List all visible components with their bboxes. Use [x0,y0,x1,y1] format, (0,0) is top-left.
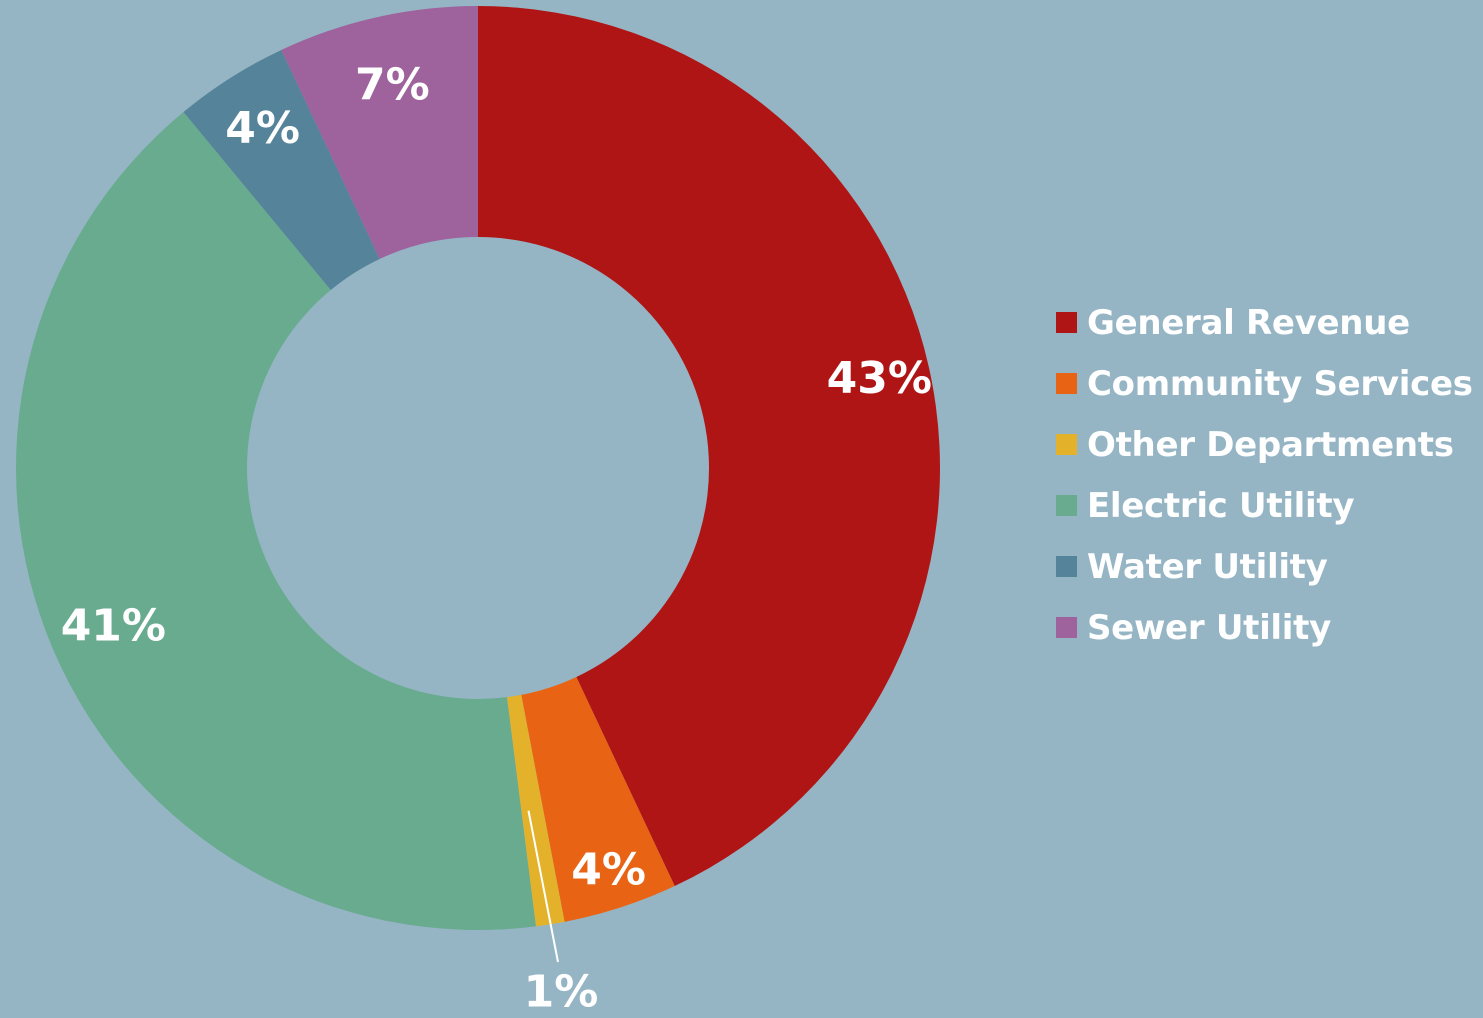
legend-item-community-services: Community Services [1056,353,1473,414]
legend: General Revenue Community Services Other D… [1056,292,1473,658]
data-label-community-services: 4% [571,845,646,896]
legend-label: Community Services [1087,363,1473,404]
legend-item-general-revenue: General Revenue [1056,292,1473,353]
legend-swatch [1056,373,1077,394]
legend-label: Electric Utility [1087,485,1355,526]
data-label-general-revenue: 43% [827,353,932,404]
legend-swatch [1056,312,1077,333]
legend-label: Other Departments [1087,424,1454,465]
legend-label: Sewer Utility [1087,607,1331,648]
slice-general-revenue [478,6,940,887]
legend-item-sewer-utility: Sewer Utility [1056,597,1473,658]
legend-item-water-utility: Water Utility [1056,536,1473,597]
legend-swatch [1056,617,1077,638]
legend-item-electric-utility: Electric Utility [1056,475,1473,536]
data-label-electric-utility: 41% [61,600,166,651]
slice-water-utility [183,49,380,291]
legend-item-other-departments: Other Departments [1056,414,1473,475]
legend-swatch [1056,495,1077,516]
slices-group [16,6,940,930]
slice-community-services [521,677,675,922]
data-label-sewer-utility: 7% [355,59,430,110]
slice-sewer-utility [281,6,478,259]
slice-electric-utility [16,112,536,930]
legend-swatch [1056,434,1077,455]
leader-lines [527,810,559,963]
legend-label: Water Utility [1087,546,1328,587]
data-labels: 43% 4% 1% 41% 4% 7% [61,59,932,1017]
leader-line-other-departments [527,810,559,963]
data-label-water-utility: 4% [225,103,300,154]
slice-other-departments [506,694,565,927]
legend-swatch [1056,556,1077,577]
legend-label: General Revenue [1087,302,1410,343]
data-label-other-departments: 1% [524,967,599,1018]
